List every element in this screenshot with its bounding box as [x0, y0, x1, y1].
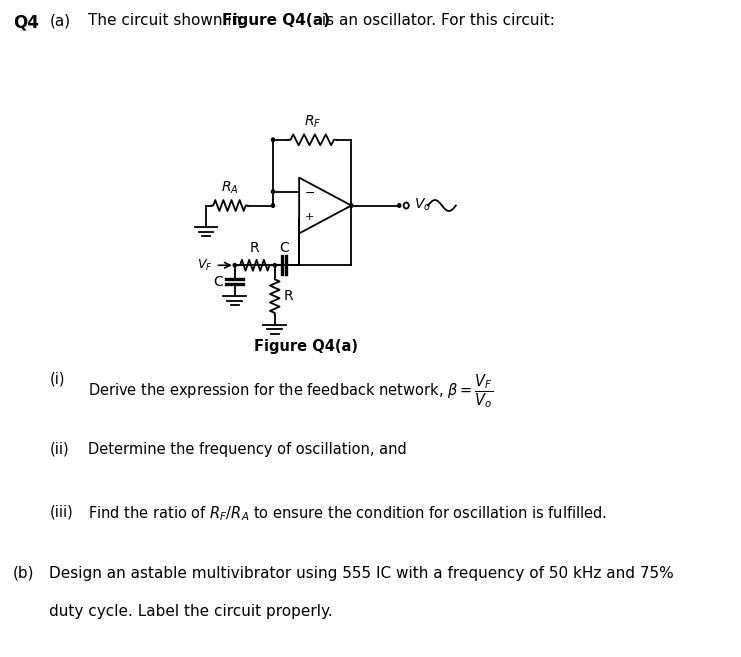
- Text: Determine the frequency of oscillation, and: Determine the frequency of oscillation, …: [88, 442, 408, 457]
- Text: −: −: [305, 187, 315, 200]
- Text: is an oscillator. For this circuit:: is an oscillator. For this circuit:: [316, 13, 554, 28]
- Text: C: C: [213, 275, 222, 288]
- Text: $R_A$: $R_A$: [221, 179, 239, 196]
- Text: (b): (b): [13, 566, 34, 581]
- Text: Q4: Q4: [13, 13, 39, 32]
- Circle shape: [273, 263, 276, 267]
- Text: $V_F$: $V_F$: [197, 258, 213, 273]
- Text: R: R: [284, 289, 293, 303]
- Text: (a): (a): [49, 13, 70, 28]
- Text: Find the ratio of $R_F$/$R_A$ to ensure the condition for oscillation is fulfill: Find the ratio of $R_F$/$R_A$ to ensure …: [88, 505, 608, 523]
- Text: duty cycle. Label the circuit properly.: duty cycle. Label the circuit properly.: [49, 604, 333, 619]
- Text: (iii): (iii): [49, 505, 73, 519]
- Text: (i): (i): [49, 372, 64, 387]
- Text: $V_o$: $V_o$: [414, 196, 431, 213]
- Text: The circuit shown in: The circuit shown in: [88, 13, 247, 28]
- Text: R: R: [250, 241, 259, 256]
- Circle shape: [271, 204, 275, 208]
- Text: Figure Q4(a): Figure Q4(a): [254, 340, 358, 354]
- Circle shape: [271, 138, 275, 142]
- Circle shape: [271, 190, 275, 193]
- Text: (ii): (ii): [49, 442, 69, 457]
- Text: Figure Q4(a): Figure Q4(a): [222, 13, 330, 28]
- Text: +: +: [305, 212, 314, 222]
- Text: $R_F$: $R_F$: [304, 114, 321, 130]
- Text: Derive the expression for the feedback network, $\beta = \dfrac{V_F}{V_o}$: Derive the expression for the feedback n…: [88, 372, 494, 410]
- Circle shape: [350, 204, 353, 208]
- Text: C: C: [279, 241, 289, 256]
- Circle shape: [398, 204, 401, 208]
- Text: Design an astable multivibrator using 555 IC with a frequency of 50 kHz and 75%: Design an astable multivibrator using 55…: [49, 566, 674, 581]
- Circle shape: [233, 263, 236, 267]
